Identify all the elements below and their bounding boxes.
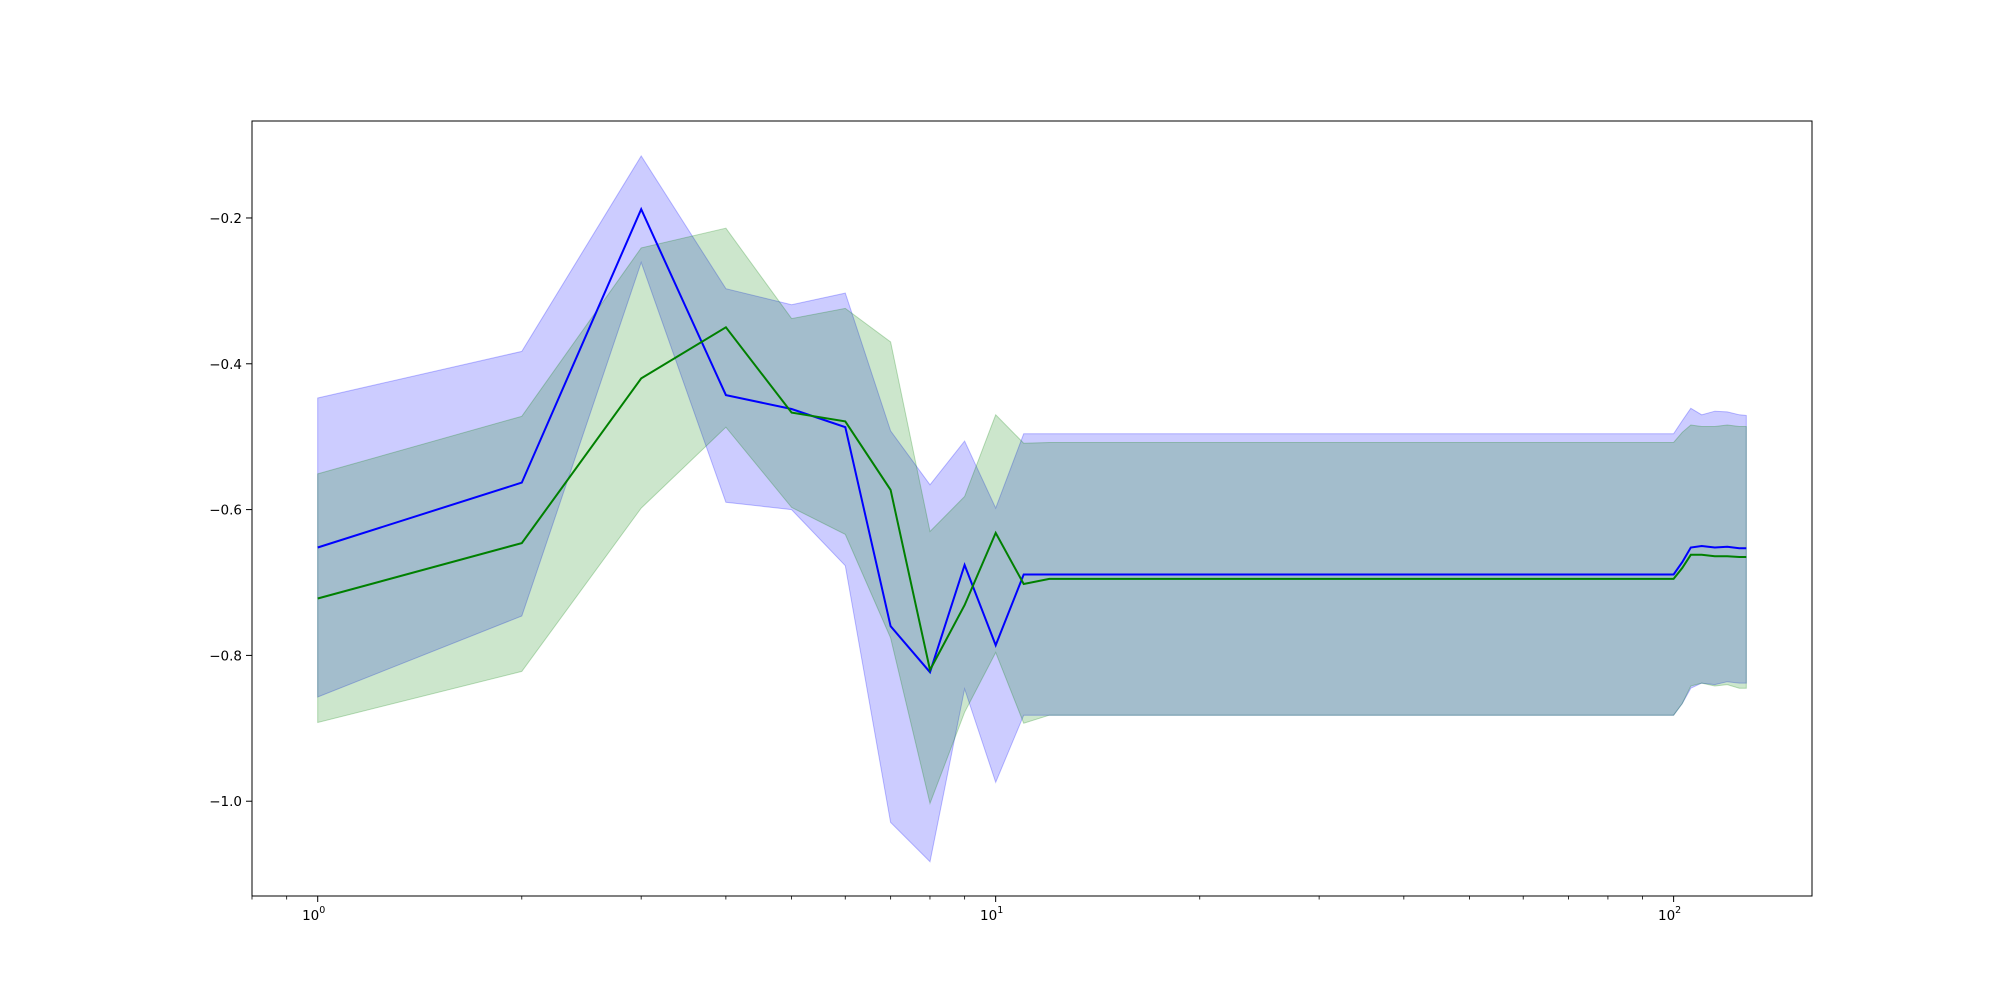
plot-frame <box>251 120 1813 897</box>
y-tick-label: −0.8 <box>209 648 242 664</box>
confidence-bands <box>317 155 1747 863</box>
series-1-line <box>317 206 1747 675</box>
x-tick-label: 100 <box>302 905 325 924</box>
x-axis: 100 101 102 <box>251 896 1681 924</box>
y-tick-label: −1.0 <box>209 794 242 810</box>
y-axis: −0.2 −0.4 −0.6 −0.8 −1.0 <box>209 211 252 810</box>
series-2-line <box>317 325 1747 673</box>
series-2-band <box>317 227 1747 806</box>
y-tick-label: −0.4 <box>209 357 242 373</box>
x-tick-label: 102 <box>1658 905 1681 924</box>
y-tick-label: −0.6 <box>209 503 242 519</box>
series-1-band <box>317 155 1747 863</box>
x-tick-label: 101 <box>980 905 1003 924</box>
y-tick-label: −0.2 <box>209 211 242 227</box>
series-lines <box>317 206 1747 675</box>
